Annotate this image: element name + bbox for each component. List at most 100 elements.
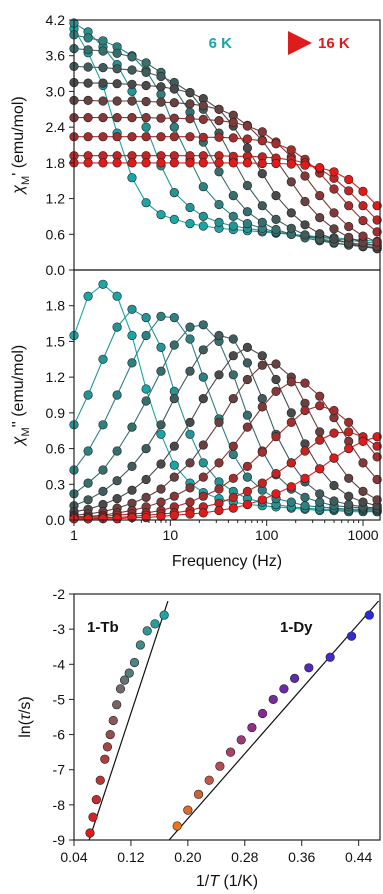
- series-label-1-dy: 1-Dy: [280, 619, 313, 636]
- data-point-1-dy: [193, 789, 204, 799]
- y-tick-label: -4: [53, 656, 66, 672]
- series-line-11k: [73, 81, 378, 250]
- data-point-16k: [257, 495, 267, 505]
- data-point-10k: [112, 476, 122, 486]
- data-point-9k: [98, 46, 108, 56]
- data-point-1-tb: [119, 675, 130, 685]
- data-point-11k: [98, 78, 108, 88]
- data-point-1-tb: [150, 619, 160, 629]
- fit-line-1-dy: [168, 600, 380, 840]
- data-point-11k: [141, 80, 151, 91]
- data-point-15k: [372, 441, 382, 451]
- data-point-15k: [286, 458, 296, 468]
- data-point-12k: [214, 104, 224, 114]
- data-point-11k: [286, 208, 296, 218]
- data-point-1-tb: [135, 640, 145, 650]
- data-point-6k: [127, 330, 137, 341]
- data-point-16k: [214, 158, 224, 168]
- data-point-6k: [83, 291, 93, 301]
- chi-double-prime-panel: 0.0 0.3 0.6 0.9 1.2 1.5 1.8 1 10 100 1000 χM'' (e…: [10, 269, 382, 570]
- data-point-10k: [83, 62, 93, 72]
- data-point-12k: [228, 394, 238, 404]
- series-line-10k: [73, 334, 378, 509]
- y-tick-label: 2.4: [46, 119, 66, 135]
- data-point-16k: [185, 158, 195, 168]
- x-tick-label: 0.44: [345, 849, 372, 865]
- x-tick-label: 0.20: [174, 849, 201, 865]
- data-point-15k: [228, 492, 238, 503]
- frequency-xlabel: Frequency (Hz): [172, 553, 282, 570]
- data-point-9k: [242, 207, 252, 217]
- data-point-1-dy: [172, 821, 182, 831]
- data-point-7k: [169, 188, 179, 198]
- data-point-11k: [156, 459, 166, 469]
- data-point-12k: [156, 97, 166, 107]
- data-point-15k: [329, 428, 339, 438]
- data-point-7k: [198, 211, 208, 221]
- data-point-16k: [242, 499, 252, 510]
- data-point-14k: [271, 139, 281, 149]
- data-point-7k: [127, 304, 137, 314]
- fit-line-1-tb: [88, 600, 169, 840]
- data-point-14k: [344, 417, 354, 428]
- data-point-9k: [228, 191, 238, 201]
- data-point-1-dy: [257, 708, 268, 719]
- data-point-1-tb: [159, 610, 169, 620]
- data-point-14k: [372, 227, 382, 237]
- data-point-10k: [98, 486, 108, 497]
- data-point-1-tb: [102, 742, 113, 752]
- data-point-9k: [83, 45, 93, 55]
- data-point-11k: [83, 78, 93, 88]
- data-point-12k: [271, 359, 281, 369]
- data-point-10k: [300, 230, 310, 240]
- data-point-1-tb: [124, 668, 134, 678]
- x-tick-label: 100: [255, 527, 279, 543]
- legend-start-label: 6 K: [209, 35, 233, 52]
- series-line-13k: [74, 117, 378, 243]
- data-point-13k: [185, 114, 195, 124]
- data-point-12k: [257, 360, 267, 370]
- data-point-8k: [228, 449, 238, 460]
- data-point-16k: [358, 436, 368, 447]
- data-point-7k: [214, 217, 224, 227]
- data-point-9k: [271, 224, 281, 235]
- data-point-12k: [112, 96, 122, 106]
- data-point-10k: [198, 345, 208, 355]
- data-point-9k: [257, 217, 267, 227]
- series-line-9k: [73, 48, 378, 248]
- data-point-8k: [242, 219, 252, 229]
- data-point-1-dy: [215, 761, 225, 771]
- data-point-11k: [156, 82, 166, 92]
- chi-prime-panel: 0.0 0.6 1.2 1.8 2.4 3.0 3.6 4.2 χM' (emu/mol) 6…: [10, 12, 382, 278]
- data-point-11k: [185, 417, 195, 428]
- data-point-13k: [127, 112, 137, 123]
- data-point-10k: [286, 223, 296, 233]
- series-line-12k: [73, 363, 378, 516]
- y-tick-label: -8: [53, 797, 66, 813]
- data-point-9k: [141, 396, 151, 406]
- data-point-6k: [198, 221, 208, 231]
- data-point-8k: [198, 182, 208, 192]
- data-point-11k: [169, 441, 179, 451]
- data-point-13k: [344, 221, 354, 232]
- series-line-10k: [73, 65, 378, 250]
- data-point-13k: [358, 231, 368, 241]
- y-tick-label: -7: [53, 762, 66, 778]
- series-line-8k: [73, 315, 378, 512]
- data-point-1-tb: [105, 729, 115, 740]
- data-point-16k: [112, 158, 122, 168]
- data-point-12k: [141, 96, 151, 107]
- y-tick-label: -5: [53, 691, 66, 707]
- data-point-10k: [141, 444, 151, 454]
- data-point-9k: [315, 497, 325, 507]
- y-tick-label: -9: [53, 832, 66, 848]
- data-point-10k: [83, 495, 93, 505]
- data-point-15k: [271, 469, 281, 479]
- data-point-8k: [83, 33, 93, 43]
- data-point-13k: [228, 117, 238, 127]
- data-point-9k: [112, 446, 122, 456]
- data-point-12k: [198, 101, 208, 111]
- data-point-9k: [156, 366, 166, 376]
- data-point-14k: [185, 497, 195, 507]
- data-point-13k: [156, 113, 166, 123]
